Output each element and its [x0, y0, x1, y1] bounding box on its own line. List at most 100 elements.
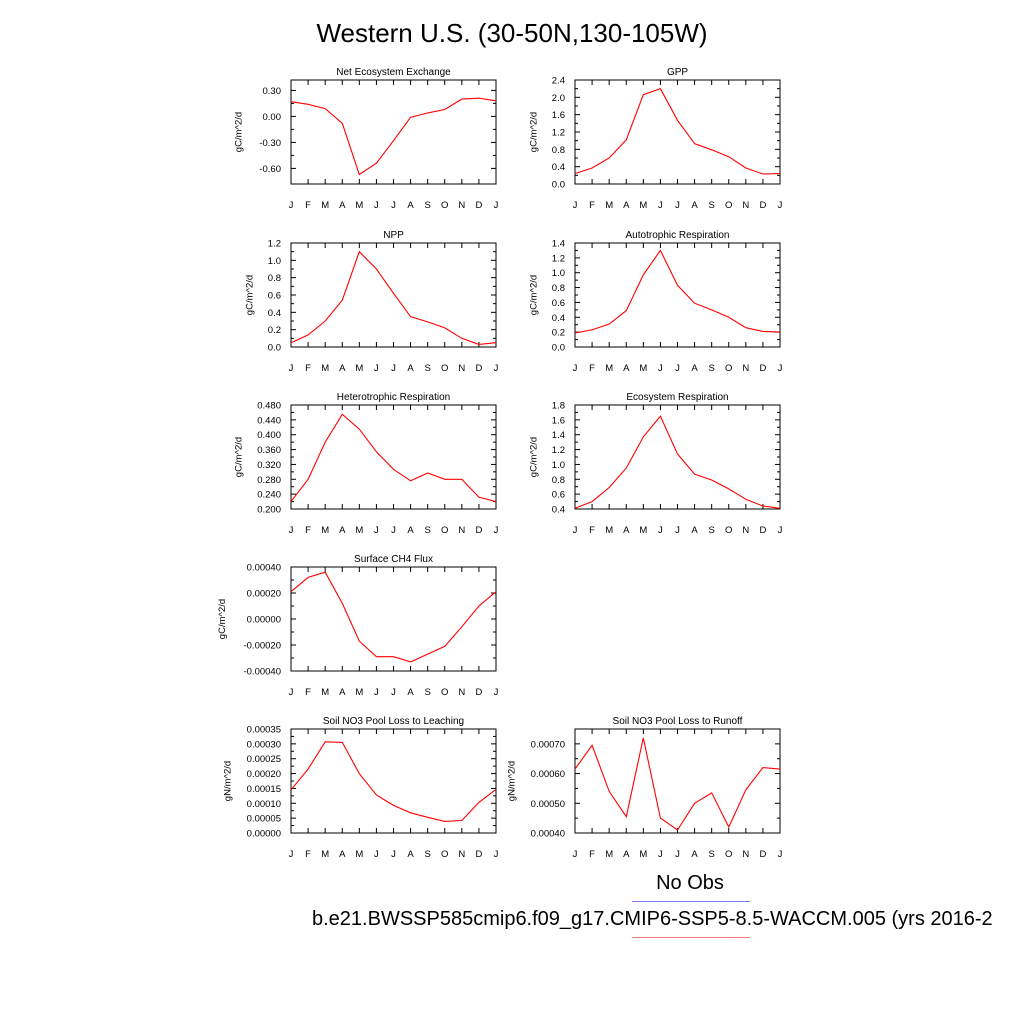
y-tick-label: 0.00025: [247, 754, 281, 765]
x-tick-label: S: [708, 363, 714, 374]
y-tick-label: 0.400: [257, 430, 281, 441]
x-tick-label: J: [675, 200, 680, 211]
x-tick-label: F: [589, 363, 595, 374]
chart-title: GPP: [667, 67, 688, 78]
x-tick-label: J: [391, 363, 396, 374]
x-tick-label: J: [675, 525, 680, 536]
x-tick-label: O: [725, 525, 732, 536]
x-tick-label: M: [605, 363, 613, 374]
y-tick-label: 0.00040: [247, 563, 281, 574]
y-axis-label: gC/m^2/d: [234, 437, 245, 477]
x-tick-label: J: [573, 363, 578, 374]
series-line: [290, 250, 497, 345]
x-tick-label: A: [691, 200, 698, 211]
series-line: [574, 415, 781, 509]
y-tick-label: 0.8: [552, 145, 565, 156]
x-tick-label: J: [391, 200, 396, 211]
x-tick-label: S: [424, 687, 430, 698]
y-axis-label: gN/m^2/d: [507, 761, 518, 801]
chart-title: Soil NO3 Pool Loss to Leaching: [323, 716, 464, 727]
x-tick-label: F: [305, 687, 311, 698]
x-tick-label: A: [339, 525, 346, 536]
y-tick-label: 0.00060: [531, 769, 565, 780]
x-tick-label: A: [407, 687, 414, 698]
x-tick-label: J: [374, 363, 379, 374]
x-tick-label: J: [494, 525, 499, 536]
x-tick-label: J: [374, 849, 379, 860]
x-tick-label: N: [742, 849, 749, 860]
y-axis-label: gC/m^2/d: [234, 112, 245, 152]
x-tick-label: J: [778, 363, 783, 374]
y-tick-label: -0.00020: [243, 641, 281, 652]
x-tick-label: N: [742, 363, 749, 374]
series-line: [290, 741, 497, 822]
x-tick-label: A: [339, 687, 346, 698]
chart-title: Ecosystem Respiration: [626, 392, 728, 403]
x-tick-label: S: [708, 200, 714, 211]
x-tick-label: J: [494, 687, 499, 698]
y-tick-label: 0.00000: [247, 615, 281, 626]
x-tick-label: A: [623, 849, 630, 860]
y-tick-label: 0.00020: [247, 589, 281, 600]
x-tick-label: J: [675, 363, 680, 374]
x-tick-label: J: [289, 849, 294, 860]
y-tick-label: 1.0: [552, 460, 565, 471]
x-tick-label: A: [407, 849, 414, 860]
x-tick-label: J: [675, 849, 680, 860]
x-tick-label: J: [778, 849, 783, 860]
chart-title: Autotrophic Respiration: [626, 230, 730, 241]
x-tick-label: M: [321, 525, 329, 536]
y-tick-label: 0.280: [257, 475, 281, 486]
x-tick-label: A: [623, 525, 630, 536]
x-tick-label: M: [605, 200, 613, 211]
x-tick-label: A: [407, 200, 414, 211]
y-tick-label: 0.00070: [531, 739, 565, 750]
y-tick-label: 0.00030: [247, 739, 281, 750]
y-tick-label: 0.4: [552, 505, 565, 516]
series-line: [290, 413, 497, 503]
x-tick-label: D: [759, 525, 766, 536]
y-tick-label: 2.4: [552, 76, 565, 87]
x-tick-label: O: [441, 525, 448, 536]
y-tick-label: 1.0: [268, 256, 281, 267]
x-tick-label: J: [778, 525, 783, 536]
x-tick-label: M: [355, 200, 363, 211]
series-line: [574, 88, 781, 175]
x-tick-label: J: [289, 200, 294, 211]
x-tick-label: M: [321, 849, 329, 860]
y-tick-label: 0.480: [257, 401, 281, 412]
x-tick-label: M: [321, 200, 329, 211]
x-tick-label: S: [708, 525, 714, 536]
y-tick-label: 1.4: [552, 430, 565, 441]
x-tick-label: J: [573, 525, 578, 536]
chart-title: NPP: [383, 230, 404, 241]
y-tick-label: 0.8: [552, 475, 565, 486]
x-tick-label: J: [374, 687, 379, 698]
chart-title: Heterotrophic Respiration: [337, 392, 450, 403]
x-tick-label: J: [289, 363, 294, 374]
x-tick-label: J: [391, 687, 396, 698]
x-tick-label: J: [573, 200, 578, 211]
x-tick-label: A: [339, 363, 346, 374]
x-tick-label: N: [458, 849, 465, 860]
y-tick-label: 0.30: [263, 86, 282, 97]
x-tick-label: N: [742, 200, 749, 211]
x-tick-label: J: [391, 849, 396, 860]
y-tick-label: 1.2: [552, 128, 565, 139]
series-line: [290, 97, 497, 176]
y-tick-label: 1.8: [552, 401, 565, 412]
x-tick-label: M: [355, 363, 363, 374]
y-tick-label: 0.440: [257, 415, 281, 426]
x-tick-label: S: [424, 363, 430, 374]
x-tick-label: O: [441, 363, 448, 374]
y-tick-label: -0.30: [259, 138, 281, 149]
x-tick-label: A: [407, 363, 414, 374]
y-tick-label: 1.2: [552, 445, 565, 456]
x-tick-label: J: [573, 849, 578, 860]
